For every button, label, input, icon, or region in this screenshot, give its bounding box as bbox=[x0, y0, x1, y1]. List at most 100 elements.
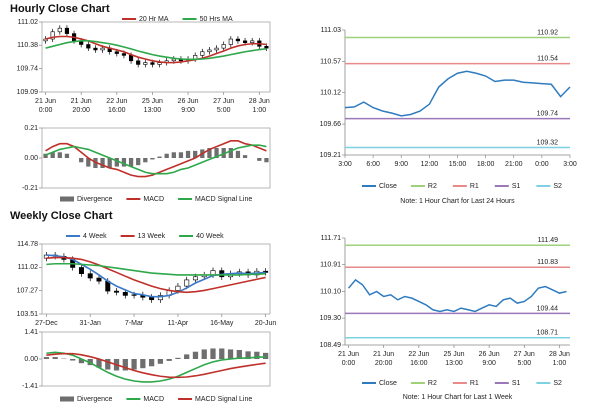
candle-body bbox=[87, 273, 93, 279]
candle-body bbox=[242, 40, 248, 43]
candle-body bbox=[228, 38, 233, 45]
series-line bbox=[347, 278, 567, 313]
x-tick-label-line: 22 Jun bbox=[408, 351, 429, 358]
level-label: 109.74 bbox=[537, 110, 559, 117]
candle-body bbox=[93, 47, 98, 51]
series-line bbox=[46, 256, 266, 294]
candle-body bbox=[193, 55, 198, 60]
divergence-bar bbox=[245, 351, 251, 359]
x-tick-label-line: 22 Jun bbox=[106, 98, 127, 105]
series-line bbox=[45, 35, 267, 64]
plot-frame bbox=[41, 243, 271, 315]
candle-body bbox=[122, 292, 128, 296]
divergence-bar bbox=[128, 158, 134, 167]
x-tick-label: 21 Jun 0:00 bbox=[35, 98, 56, 114]
x-tick-label: 3:00 bbox=[338, 161, 352, 168]
y-tick-label: 110.91 bbox=[320, 261, 341, 268]
x-tick-label: 25 Jun 13:00 bbox=[443, 351, 464, 367]
divergence-bar bbox=[257, 158, 262, 161]
divergence-bar bbox=[148, 359, 155, 367]
x-tick-label: 25 Jun 13:00 bbox=[142, 98, 163, 114]
x-tick-label-line: 25 Jun bbox=[443, 351, 464, 358]
candle-body bbox=[207, 49, 212, 53]
candle-body bbox=[143, 62, 148, 65]
x-tick-label: 21 Jun 0:00 bbox=[338, 351, 359, 367]
x-tick-label-line: 28 Jun bbox=[249, 98, 270, 105]
divergence-bar bbox=[70, 359, 76, 361]
divergence-bar bbox=[43, 357, 50, 359]
divergence-bar bbox=[122, 359, 128, 371]
y-tick-label: 107.27 bbox=[17, 287, 39, 294]
legend-label: R1 bbox=[470, 380, 479, 387]
x-tick-label-line: 27 Jun bbox=[213, 98, 234, 105]
y-tick-label: 109.30 bbox=[320, 315, 342, 322]
legend-label: R2 bbox=[428, 183, 437, 190]
x-tick-label-line: 26 Jun bbox=[479, 351, 500, 358]
divergence-bar bbox=[140, 359, 146, 369]
divergence-bar bbox=[171, 152, 176, 158]
y-tick-label: 108.49 bbox=[320, 342, 342, 349]
divergence-bar bbox=[235, 150, 241, 158]
divergence-bar bbox=[136, 158, 141, 166]
y-tick-label: 109.21 bbox=[320, 152, 342, 159]
divergence-bar bbox=[201, 349, 207, 359]
legend-label: MACD Signal Line bbox=[195, 196, 252, 203]
divergence-bar bbox=[64, 153, 70, 158]
divergence-bar bbox=[164, 153, 169, 158]
x-tick-label-line: 21 Jun bbox=[338, 351, 359, 358]
series-line bbox=[344, 70, 571, 117]
candle-body bbox=[184, 279, 190, 287]
x-tick-label: 7-Mar bbox=[125, 320, 144, 327]
x-tick-label-line: 13:00 bbox=[144, 107, 162, 114]
divergence-bar bbox=[207, 148, 212, 158]
divergence-bar bbox=[100, 158, 105, 168]
divergence-bar bbox=[143, 158, 148, 163]
x-tick-label-line: 9:00 bbox=[181, 107, 195, 114]
divergence-bar bbox=[50, 152, 55, 158]
x-tick-label-line: 21 Jun bbox=[373, 351, 394, 358]
candle-body bbox=[50, 31, 55, 40]
x-tick-label-line: 16:00 bbox=[410, 360, 428, 367]
divergence-bar bbox=[157, 156, 162, 158]
section-header: Weekly Close Chart bbox=[10, 210, 113, 222]
x-tick-label-line: 20:00 bbox=[72, 107, 90, 114]
divergence-bar bbox=[242, 155, 248, 158]
x-tick-label: 27 Jun 5:00 bbox=[213, 98, 234, 114]
y-tick-label: 109.66 bbox=[320, 121, 342, 128]
x-tick-label: 21 Jun 20:00 bbox=[71, 98, 92, 114]
y-tick-label: 110.57 bbox=[320, 58, 341, 65]
candle-body bbox=[250, 40, 255, 43]
divergence-bar bbox=[262, 352, 269, 359]
x-tick-label-line: 5:00 bbox=[517, 360, 531, 367]
legend-label: 20 Hr MA bbox=[139, 16, 169, 23]
candle-body bbox=[100, 47, 105, 51]
divergence-bar bbox=[78, 359, 85, 364]
y-tick-label: 111.71 bbox=[321, 235, 341, 242]
x-tick-label-line: 27 Jun bbox=[514, 351, 535, 358]
legend-label: Close bbox=[379, 183, 397, 190]
candle-body bbox=[200, 51, 205, 56]
divergence-bar bbox=[86, 158, 91, 167]
x-tick-label: 31-Jan bbox=[80, 320, 102, 327]
x-tick-label: 22 Jun 16:00 bbox=[106, 98, 127, 114]
y-tick-label: 109.09 bbox=[17, 89, 39, 96]
divergence-bar bbox=[43, 153, 48, 158]
x-tick-label: 22 Jun 16:00 bbox=[408, 351, 429, 367]
candle-body bbox=[235, 38, 241, 42]
divergence-bar bbox=[96, 359, 102, 368]
candle-body bbox=[64, 27, 70, 34]
x-tick-label: 12:00 bbox=[421, 161, 439, 168]
candle-body bbox=[86, 44, 91, 49]
candle-body bbox=[214, 47, 219, 51]
x-tick-label-line: 16:00 bbox=[108, 107, 126, 114]
y-tick-label: -0.21 bbox=[22, 185, 38, 192]
candle-body bbox=[96, 277, 102, 282]
series-line bbox=[46, 351, 266, 383]
x-tick-label: 27-Dec bbox=[35, 320, 58, 327]
section-header: Hourly Close Chart bbox=[10, 3, 110, 15]
x-tick-label-line: 1:00 bbox=[553, 360, 567, 367]
y-tick-label: 111.02 bbox=[18, 19, 38, 26]
x-tick-label: 21:00 bbox=[505, 161, 523, 168]
